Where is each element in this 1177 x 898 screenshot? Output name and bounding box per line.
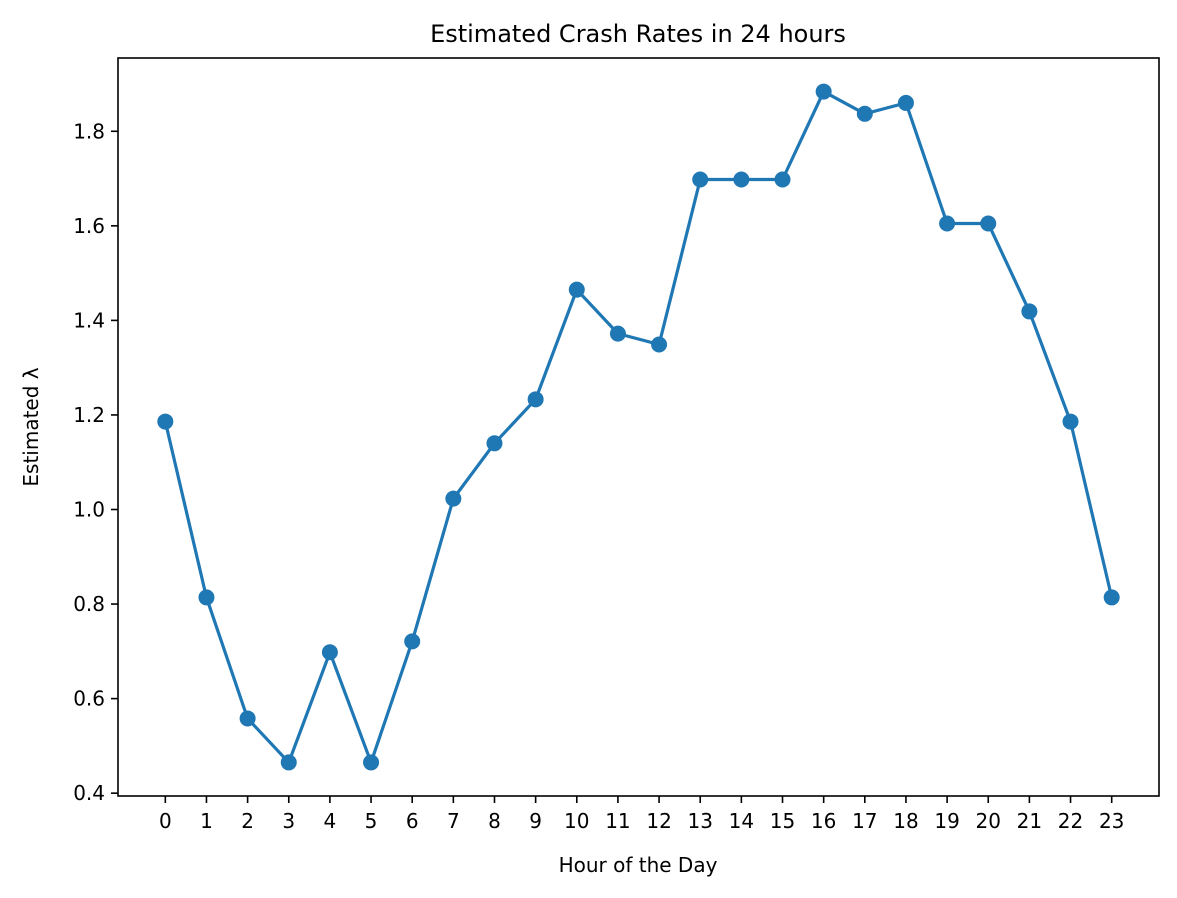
data-point [1062,413,1079,430]
x-tick-label: 18 [893,809,918,833]
data-point [363,754,380,771]
x-tick-label: 23 [1099,809,1124,833]
y-tick-label: 1.8 [73,119,105,143]
data-point [856,105,873,122]
x-tick-label: 15 [770,809,795,833]
x-tick-label: 14 [729,809,754,833]
y-axis: 0.4 0.6 0.8 1.0 1.2 1.4 1.6 1.8 [73,119,118,805]
x-tick-label: 5 [365,809,378,833]
y-tick-label: 0.8 [73,592,105,616]
y-tick-label: 0.4 [73,781,105,805]
x-tick-label: 3 [282,809,295,833]
y-tick-label: 0.6 [73,687,105,711]
x-tick-label: 19 [934,809,959,833]
data-point [980,215,997,232]
x-tick-label: 4 [324,809,337,833]
data-point [815,83,832,100]
data-point [774,171,791,188]
data-point [157,413,174,430]
x-tick-label: 2 [241,809,254,833]
x-tick-label: 21 [1017,809,1042,833]
plot-frame [117,57,1160,797]
data-point [239,710,256,727]
data-point [609,325,626,342]
data-point [939,215,956,232]
data-point [486,435,503,452]
x-tick-label: 9 [529,809,542,833]
x-tick-label: 8 [488,809,501,833]
x-tick-label: 1 [200,809,213,833]
x-tick-label: 17 [852,809,877,833]
x-axis: 0 1 2 3 4 5 6 7 8 9 10 11 12 13 14 15 16 17 18 19 20 21 22 23 [159,796,1124,833]
x-tick-label: 20 [976,809,1001,833]
x-tick-label: 12 [646,809,671,833]
data-point [321,644,338,661]
y-tick-label: 1.4 [73,308,105,332]
data-point [198,589,215,606]
x-tick-label: 11 [605,809,630,833]
x-tick-label: 7 [447,809,460,833]
data-point [651,336,668,353]
y-axis-label: Estimated λ [19,367,43,486]
series-line [163,89,1114,765]
x-tick-label: 13 [687,809,712,833]
data-point [568,281,585,298]
y-tick-label: 1.6 [73,214,105,238]
y-tick-label: 1.2 [73,403,105,427]
data-point [1021,303,1038,320]
x-tick-label: 22 [1058,809,1083,833]
y-tick-label: 1.0 [73,497,105,521]
x-tick-label: 0 [159,809,172,833]
plot-area [157,83,1120,771]
x-tick-label: 16 [811,809,836,833]
chart-title: Estimated Crash Rates in 24 hours [430,20,846,48]
data-point [733,171,750,188]
data-point [1103,589,1120,606]
x-tick-label: 10 [564,809,589,833]
data-point [280,754,297,771]
data-point [692,171,709,188]
data-point [527,391,544,408]
x-tick-label: 6 [406,809,419,833]
data-point [445,490,462,507]
data-point [897,94,914,111]
data-point [404,633,421,650]
x-axis-label: Hour of the Day [559,853,718,877]
